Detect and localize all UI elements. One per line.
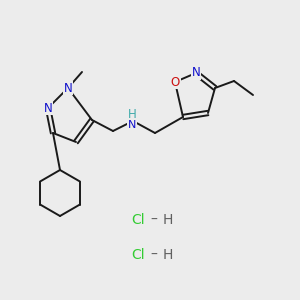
Text: O: O — [170, 76, 180, 88]
Text: H: H — [163, 248, 173, 262]
Text: N: N — [192, 67, 200, 80]
Text: H: H — [128, 107, 136, 121]
Text: –: – — [151, 248, 158, 262]
Text: N: N — [64, 82, 72, 94]
Text: –: – — [151, 213, 158, 227]
Text: Cl: Cl — [131, 213, 145, 227]
Text: H: H — [163, 213, 173, 227]
Text: N: N — [44, 101, 52, 115]
Text: N: N — [128, 120, 136, 130]
Text: Cl: Cl — [131, 248, 145, 262]
